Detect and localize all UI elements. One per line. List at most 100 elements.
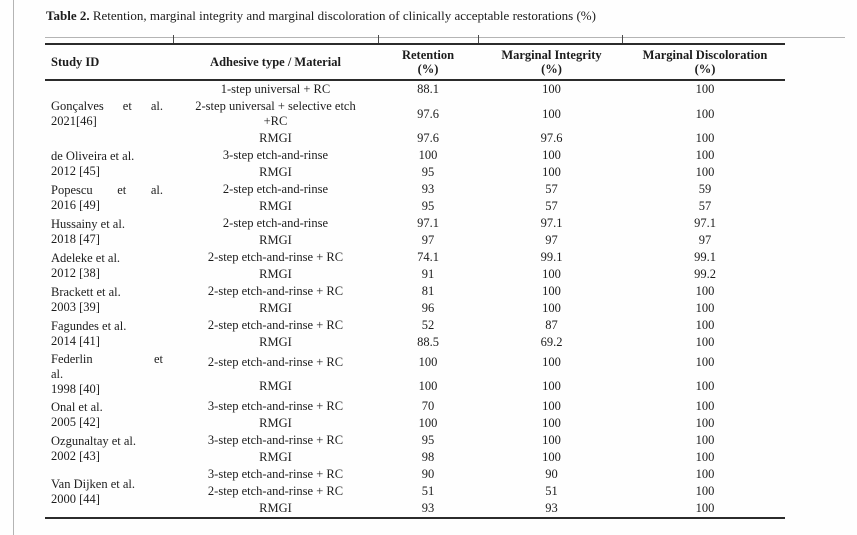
table-row: RMGI 96 100 100 xyxy=(45,300,785,317)
retention-cell: 70 xyxy=(421,399,435,413)
discoloration-cell: 97.1 xyxy=(694,216,716,230)
header-study-id: Study ID xyxy=(45,44,173,81)
study-line: 2014 [41] xyxy=(51,334,100,348)
integrity-cell: 97.1 xyxy=(540,216,563,230)
study-line: 2016 [49] xyxy=(51,198,100,212)
column-boundary-tick xyxy=(378,35,379,43)
table-row: Onal et al. 2005 [42] 3-step etch-and-ri… xyxy=(45,398,785,429)
table-top-rule xyxy=(45,35,845,43)
material-cell: RMGI xyxy=(259,450,292,464)
header-marginal-discoloration-line1: Marginal Discoloration xyxy=(642,48,768,62)
study-line: 2021[46] xyxy=(51,114,97,128)
discoloration-cell: 100 xyxy=(695,378,715,393)
retention-cell: 96 xyxy=(421,301,435,315)
table-row: RMGI 100 100 100 xyxy=(45,375,785,399)
material-cell: RMGI xyxy=(259,199,292,213)
table-row: RMGI 93 93 100 xyxy=(45,500,785,518)
study-id-cell: Fagundes et al. 2014 [41] xyxy=(45,317,173,351)
discoloration-cell: 100 xyxy=(695,501,715,515)
retention-cell: 74.1 xyxy=(417,250,439,264)
material-cell: RMGI xyxy=(259,501,292,515)
retention-cell: 95 xyxy=(421,433,435,447)
retention-cell: 100 xyxy=(418,148,438,162)
discoloration-cell: 100 xyxy=(695,467,715,481)
header-marginal-discoloration-line2: (%) xyxy=(694,61,716,76)
retention-cell: 93 xyxy=(421,501,435,515)
integrity-cell: 100 xyxy=(542,301,561,315)
retention-cell: 51 xyxy=(421,484,435,498)
retention-cell: 100 xyxy=(418,378,438,393)
discoloration-cell: 100 xyxy=(695,131,715,145)
material-line: 2-step universal + selective etch xyxy=(195,99,356,113)
discoloration-cell: 100 xyxy=(695,433,715,447)
retention-cell: 93 xyxy=(421,182,435,196)
retention-cell: 52 xyxy=(421,318,435,332)
table-row: 2-step etch-and-rinse + RC 51 51 100 xyxy=(45,483,785,500)
integrity-cell: 69.2 xyxy=(540,335,563,349)
discoloration-cell: 100 xyxy=(695,82,715,96)
column-boundary-tick xyxy=(622,35,623,43)
integrity-cell: 51 xyxy=(545,484,558,498)
discoloration-cell: 100 xyxy=(695,106,715,121)
material-line: +RC xyxy=(263,114,288,128)
material-cell: RMGI xyxy=(259,267,292,281)
material-cell: 2-step etch-and-rinse xyxy=(222,182,329,196)
retention-cell: 91 xyxy=(421,267,435,281)
table-row: de Oliveira et al. 2012 [45] 3-step etch… xyxy=(45,147,785,178)
integrity-cell: 100 xyxy=(542,148,561,162)
header-retention-line2: (%) xyxy=(417,61,439,76)
discoloration-cell: 100 xyxy=(695,399,715,413)
integrity-cell: 100 xyxy=(542,378,561,393)
study-line: Adeleke et al. xyxy=(51,251,121,265)
study-id-cell: Ozgunaltay et al. 2002 [43] xyxy=(45,432,173,466)
study-line: 2012 [38] xyxy=(51,266,100,280)
integrity-cell: 57 xyxy=(545,182,558,196)
discoloration-cell: 99.1 xyxy=(694,250,716,264)
integrity-cell: 100 xyxy=(542,355,561,370)
integrity-cell: 87 xyxy=(545,318,558,332)
table-2-section: Table 2. Retention, marginal integrity a… xyxy=(45,0,845,519)
study-id-cell: Onal et al. 2005 [42] xyxy=(45,398,173,432)
integrity-cell: 57 xyxy=(545,199,558,213)
table-row: RMGI 88.5 69.2 100 xyxy=(45,334,785,351)
header-marginal-integrity-line2: (%) xyxy=(541,61,562,76)
discoloration-cell: 100 xyxy=(695,284,715,298)
integrity-cell: 100 xyxy=(542,399,561,413)
column-boundary-tick xyxy=(478,35,479,43)
integrity-cell: 100 xyxy=(542,106,561,121)
study-line: 2005 [42] xyxy=(51,415,100,429)
retention-cell: 100 xyxy=(418,355,438,370)
material-cell: RMGI xyxy=(259,233,292,247)
discoloration-cell: 100 xyxy=(695,165,715,179)
material-cell: 2-step etch-and-rinse + RC xyxy=(207,284,344,298)
material-cell: RMGI xyxy=(259,165,292,179)
study-line: 2012 [45] xyxy=(51,164,100,178)
discoloration-cell: 100 xyxy=(695,335,715,349)
integrity-cell: 100 xyxy=(542,267,561,281)
discoloration-cell: 100 xyxy=(695,355,715,370)
retention-cell: 81 xyxy=(421,284,435,298)
table-row: RMGI 91 100 99.2 xyxy=(45,266,785,283)
study-line: 2003 [39] xyxy=(51,300,100,314)
table-row: Fagundes et al. 2014 [41] 2-step etch-an… xyxy=(45,317,785,348)
table-caption: Table 2. Retention, marginal integrity a… xyxy=(46,8,785,24)
integrity-cell: 100 xyxy=(542,450,561,464)
material-cell: RMGI xyxy=(259,416,292,430)
table-row: Ozgunaltay et al. 2002 [43] 3-step etch-… xyxy=(45,432,785,463)
study-id-cell: Popescu et al. 2016 [49] xyxy=(45,181,173,215)
integrity-cell: 100 xyxy=(542,433,561,447)
study-line: Onal et al. xyxy=(51,400,103,414)
integrity-cell: 93 xyxy=(545,501,558,515)
integrity-cell: 97.6 xyxy=(540,131,563,145)
retention-cell: 95 xyxy=(421,199,435,213)
integrity-cell: 100 xyxy=(542,284,561,298)
study-line: Van Dijken et al. xyxy=(51,476,136,491)
header-retention: Retention (%) xyxy=(378,44,478,81)
table-row: RMGI 95 100 100 xyxy=(45,164,785,181)
discoloration-cell: 100 xyxy=(695,416,715,430)
table-row: Gonçalves et al. 2021[46] 1-step univers… xyxy=(45,80,785,128)
table-row: Popescu et al. 2016 [49] 2-step etch-and… xyxy=(45,181,785,212)
integrity-cell: 100 xyxy=(542,82,561,96)
integrity-cell: 90 xyxy=(545,467,558,481)
material-cell: RMGI xyxy=(259,131,292,145)
